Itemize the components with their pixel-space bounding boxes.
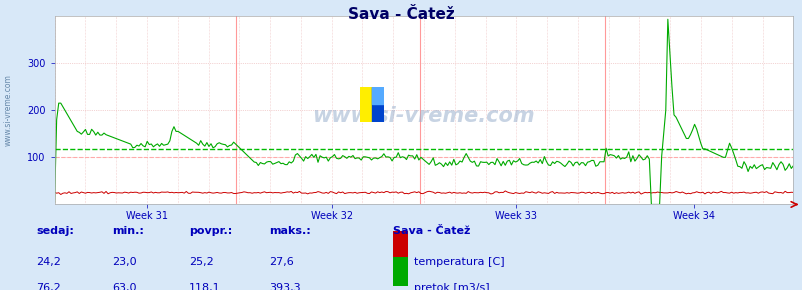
Text: temperatura [C]: temperatura [C]	[413, 257, 504, 267]
Polygon shape	[359, 87, 371, 122]
Text: 76,2: 76,2	[36, 283, 61, 290]
Text: povpr.:: povpr.:	[188, 226, 232, 236]
Text: min.:: min.:	[112, 226, 144, 236]
Text: maks.:: maks.:	[269, 226, 310, 236]
Text: 24,2: 24,2	[36, 257, 61, 267]
Text: pretok [m3/s]: pretok [m3/s]	[413, 283, 488, 290]
Text: 25,2: 25,2	[188, 257, 213, 267]
Text: Sava - Čatež: Sava - Čatež	[393, 226, 470, 236]
Text: www.si-vreme.com: www.si-vreme.com	[3, 74, 13, 146]
Text: sedaj:: sedaj:	[36, 226, 74, 236]
Text: 118,1: 118,1	[188, 283, 220, 290]
Polygon shape	[371, 87, 383, 122]
Text: 393,3: 393,3	[269, 283, 300, 290]
Text: Sava - Čatež: Sava - Čatež	[348, 7, 454, 22]
Text: 23,0: 23,0	[112, 257, 137, 267]
Polygon shape	[371, 87, 383, 104]
Text: www.si-vreme.com: www.si-vreme.com	[312, 106, 535, 126]
Text: 27,6: 27,6	[269, 257, 294, 267]
Text: 63,0: 63,0	[112, 283, 137, 290]
